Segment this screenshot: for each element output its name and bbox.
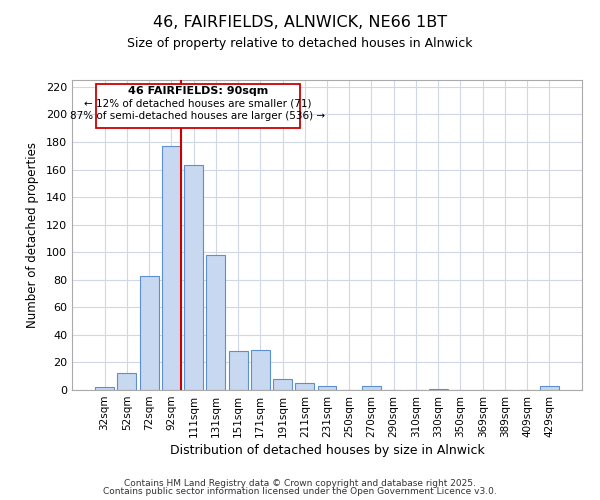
Text: Contains public sector information licensed under the Open Government Licence v3: Contains public sector information licen… — [103, 487, 497, 496]
Text: ← 12% of detached houses are smaller (71): ← 12% of detached houses are smaller (71… — [84, 98, 312, 108]
Bar — [184, 166, 203, 390]
Y-axis label: Number of detached properties: Number of detached properties — [26, 142, 39, 328]
Text: 46 FAIRFIELDS: 90sqm: 46 FAIRFIELDS: 90sqm — [128, 86, 268, 96]
FancyBboxPatch shape — [96, 84, 301, 128]
Text: 87% of semi-detached houses are larger (536) →: 87% of semi-detached houses are larger (… — [70, 111, 326, 121]
Bar — [317, 386, 337, 390]
X-axis label: Distribution of detached houses by size in Alnwick: Distribution of detached houses by size … — [170, 444, 484, 457]
Bar — [229, 352, 248, 390]
Bar — [206, 255, 225, 390]
Text: Contains HM Land Registry data © Crown copyright and database right 2025.: Contains HM Land Registry data © Crown c… — [124, 478, 476, 488]
Bar — [95, 387, 114, 390]
Bar — [162, 146, 181, 390]
Bar — [140, 276, 158, 390]
Bar — [118, 374, 136, 390]
Bar — [362, 386, 381, 390]
Text: Size of property relative to detached houses in Alnwick: Size of property relative to detached ho… — [127, 38, 473, 51]
Text: 46, FAIRFIELDS, ALNWICK, NE66 1BT: 46, FAIRFIELDS, ALNWICK, NE66 1BT — [153, 15, 447, 30]
Bar — [429, 388, 448, 390]
Bar — [273, 379, 292, 390]
Bar — [295, 383, 314, 390]
Bar — [251, 350, 270, 390]
Bar — [540, 386, 559, 390]
